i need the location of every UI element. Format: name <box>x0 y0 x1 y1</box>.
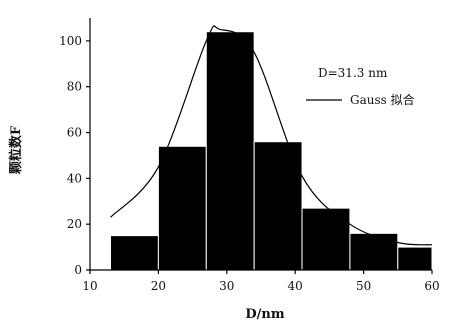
y-tick-label: 40 <box>67 171 82 185</box>
x-tick-label: 10 <box>82 279 97 293</box>
x-tick-label: 50 <box>356 279 371 293</box>
legend: D=31.3 nm Gauss 拟合 <box>306 66 415 107</box>
histogram-bar <box>110 235 159 271</box>
y-tick-label: 0 <box>74 263 82 277</box>
y-tick-label: 100 <box>59 34 82 48</box>
y-tick-labels: 0 20 40 60 80 100 <box>59 34 82 277</box>
legend-stat-text: D=31.3 nm <box>318 66 388 80</box>
histogram-bar <box>205 31 255 271</box>
histogram-bar <box>349 232 399 271</box>
y-tick-label: 80 <box>67 80 82 94</box>
x-tick-label: 20 <box>151 279 166 293</box>
x-axis-title: D/nm <box>245 307 284 322</box>
histogram-bar <box>301 207 351 271</box>
histogram-bar <box>397 246 433 271</box>
gauss-fit-curve <box>110 25 433 246</box>
histogram-bar <box>157 145 207 271</box>
axes-group <box>86 18 433 274</box>
x-tick-labels: 10 20 30 40 50 60 <box>82 279 439 293</box>
histogram-bar <box>253 141 303 271</box>
x-tick-label: 30 <box>219 279 234 293</box>
x-tick-label: 60 <box>424 279 439 293</box>
y-tick-label: 20 <box>67 217 82 231</box>
bars-group <box>110 31 433 271</box>
y-axis-title: 颗粒数F <box>8 125 24 174</box>
legend-fit-label: Gauss 拟合 <box>350 92 415 107</box>
y-tick-label: 60 <box>67 126 82 140</box>
x-tick-label: 40 <box>288 279 303 293</box>
